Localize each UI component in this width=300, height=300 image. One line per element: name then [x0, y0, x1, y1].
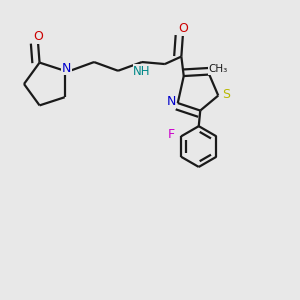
Text: S: S [222, 88, 230, 101]
Text: N: N [167, 95, 176, 108]
Text: F: F [168, 128, 175, 141]
Text: O: O [33, 30, 43, 43]
Text: O: O [178, 22, 188, 35]
Text: NH: NH [133, 64, 151, 78]
Text: N: N [61, 62, 71, 75]
Text: CH₃: CH₃ [208, 64, 228, 74]
